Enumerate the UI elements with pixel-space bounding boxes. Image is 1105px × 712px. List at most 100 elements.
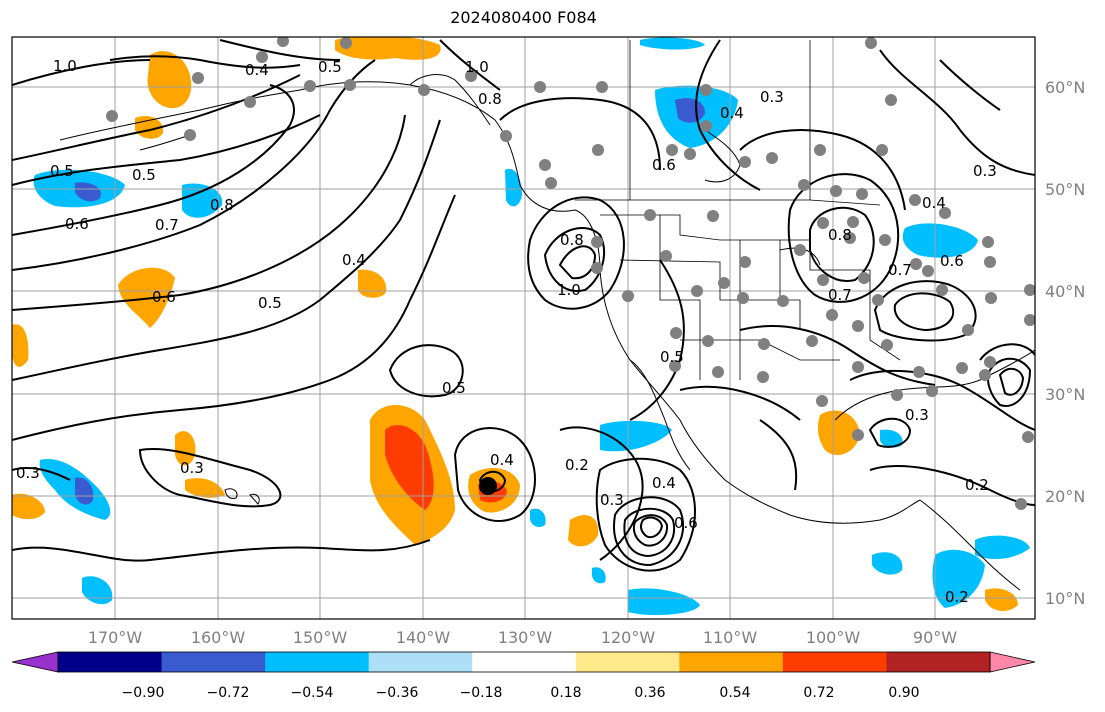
contour-label: 0.5 (442, 379, 466, 397)
lon-label: 130°W (498, 628, 553, 647)
contour-label: 0.6 (940, 252, 964, 270)
colorbar-segment (472, 652, 577, 672)
shade-negative (530, 508, 546, 528)
shade-positive (147, 51, 192, 109)
storm-center-marker (479, 477, 497, 495)
contour-label: 1.0 (465, 58, 489, 76)
colorbar-tick-label: −0.54 (291, 685, 334, 701)
lon-label: 90°W (913, 628, 957, 647)
colorbar-extend-low (11, 651, 59, 673)
shade-positive (985, 588, 1018, 612)
shade-negative (932, 549, 985, 608)
lat-label: 20°N (1045, 487, 1085, 506)
shade-negative (600, 420, 672, 452)
colorbar-tick-label: −0.90 (122, 685, 165, 701)
contour-label: 0.4 (245, 61, 269, 79)
shade-negative (505, 168, 522, 207)
contour-label: 0.5 (258, 294, 282, 312)
contour-label: 0.4 (342, 251, 366, 269)
colorbar-tick-label: −0.18 (460, 685, 503, 701)
contour-label: 0.4 (652, 474, 676, 492)
colorbar-tick-label: 0.18 (550, 685, 581, 701)
lon-label: 160°W (191, 628, 246, 647)
shade-positive (568, 515, 599, 547)
contour-label: 0.7 (155, 216, 179, 234)
shade-positive (12, 493, 45, 520)
shade-positive (175, 431, 196, 466)
map-background (12, 37, 1035, 619)
lon-label: 110°W (703, 628, 758, 647)
contour-labels: 1.0 0.4 0.5 1.0 0.8 0.3 0.4 0.5 0.6 0.5 … (16, 57, 997, 606)
shade-negative (880, 429, 903, 448)
shade-negative (628, 588, 700, 616)
longitude-axis: 170°W 160°W 150°W 140°W 130°W 120°W 110°… (88, 628, 957, 647)
map-frame (11, 36, 1036, 620)
contour-label: 0.6 (152, 288, 176, 306)
contour-label: 0.5 (132, 166, 156, 184)
colorbar (11, 651, 1036, 673)
contour-label: 0.5 (318, 58, 342, 76)
shade-positive (335, 37, 441, 60)
shade-positive (385, 425, 434, 510)
contour-label: 0.5 (50, 162, 74, 180)
contour-label: 0.6 (652, 156, 676, 174)
contour-label: 0.8 (828, 226, 852, 244)
contour-label: 0.6 (65, 215, 89, 233)
lat-label: 40°N (1045, 282, 1085, 301)
contour-label: 1.0 (557, 281, 581, 299)
shade-negative (902, 223, 978, 258)
lon-label: 170°W (88, 628, 143, 647)
state-borders (575, 40, 901, 380)
contour-label: 0.8 (478, 90, 502, 108)
lat-label: 50°N (1045, 180, 1085, 199)
colorbar-segment (782, 652, 887, 672)
shade-negative (182, 183, 223, 218)
contour-label: 0.7 (828, 286, 852, 304)
colorbar-tick-label: −0.36 (376, 685, 419, 701)
contour-label: 0.3 (973, 162, 997, 180)
colorbar-extend-high (989, 651, 1036, 673)
lat-label: 10°N (1045, 589, 1085, 608)
colorbar-segment (368, 652, 473, 672)
shade-positive (185, 478, 225, 498)
map-title: 2024080400 F084 (450, 8, 597, 27)
contour-label: 0.7 (888, 261, 912, 279)
colorbar-segment (886, 652, 991, 672)
lat-label: 30°N (1045, 385, 1085, 404)
contour-label: 0.2 (945, 588, 969, 606)
colorbar-segment (161, 652, 266, 672)
contour-label: 1.0 (53, 57, 77, 75)
shade-positive (817, 410, 860, 455)
shade-negative (872, 552, 903, 575)
contour-lines (12, 39, 1035, 572)
station-dots (106, 37, 1035, 510)
shade-negative (75, 182, 101, 202)
lon-label: 150°W (293, 628, 348, 647)
colorbar-tick-label: 0.36 (634, 685, 665, 701)
contour-label: 0.8 (560, 231, 584, 249)
contour-label: 0.3 (16, 464, 40, 482)
lon-label: 100°W (806, 628, 861, 647)
contour-label: 0.8 (210, 196, 234, 214)
shaded-fields (12, 37, 1030, 616)
contour-label: 0.3 (600, 491, 624, 509)
colorbar-tick-label: −0.72 (207, 685, 250, 701)
shade-positive (12, 324, 29, 367)
contour-label: 0.4 (720, 104, 744, 122)
latitude-axis: 60°N 50°N 40°N 30°N 20°N 10°N (1045, 78, 1085, 608)
colorbar-segment (575, 652, 680, 672)
shade-negative (75, 477, 94, 505)
colorbar-segment (58, 652, 163, 672)
lon-label: 120°W (601, 628, 656, 647)
colorbar-segment (265, 652, 370, 672)
shade-negative (82, 576, 113, 605)
contour-label: 0.2 (565, 456, 589, 474)
lon-label: 140°W (396, 628, 451, 647)
contour-label: 0.4 (490, 451, 514, 469)
contour-label: 0.3 (905, 406, 929, 424)
colorbar-tick-label: 0.72 (803, 685, 834, 701)
contour-label: 0.3 (760, 88, 784, 106)
colorbar-segment (679, 652, 784, 672)
colorbar-tick-label: 0.90 (888, 685, 919, 701)
